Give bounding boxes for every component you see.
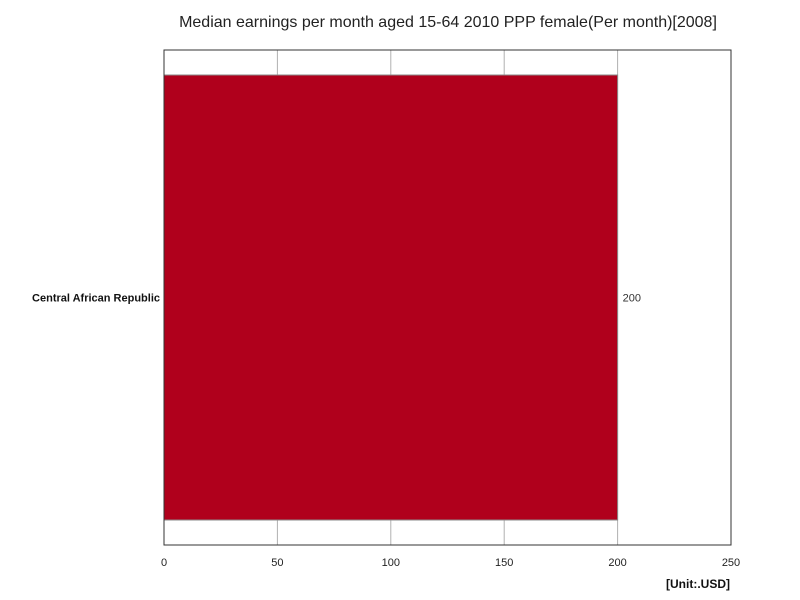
bar-value-label: 200 <box>623 293 641 305</box>
unit-label: [Unit:.USD] <box>666 577 730 591</box>
x-tick-label: 0 <box>161 557 167 569</box>
category-label: Central African Republic <box>32 293 160 305</box>
x-tick-label: 200 <box>608 557 626 569</box>
bars: 200 <box>163 74 641 521</box>
chart-title: Median earnings per month aged 15-64 201… <box>179 14 717 31</box>
x-axis-ticks: 0 50 100 150 200 250 <box>161 557 740 569</box>
x-tick-label: 50 <box>271 557 283 569</box>
x-tick-label: 100 <box>382 557 400 569</box>
y-axis-categories: Central African Republic <box>32 293 160 305</box>
x-tick-label: 150 <box>495 557 513 569</box>
plot-frame <box>163 49 732 546</box>
x-tick-label: 250 <box>722 557 740 569</box>
bar <box>163 74 619 521</box>
